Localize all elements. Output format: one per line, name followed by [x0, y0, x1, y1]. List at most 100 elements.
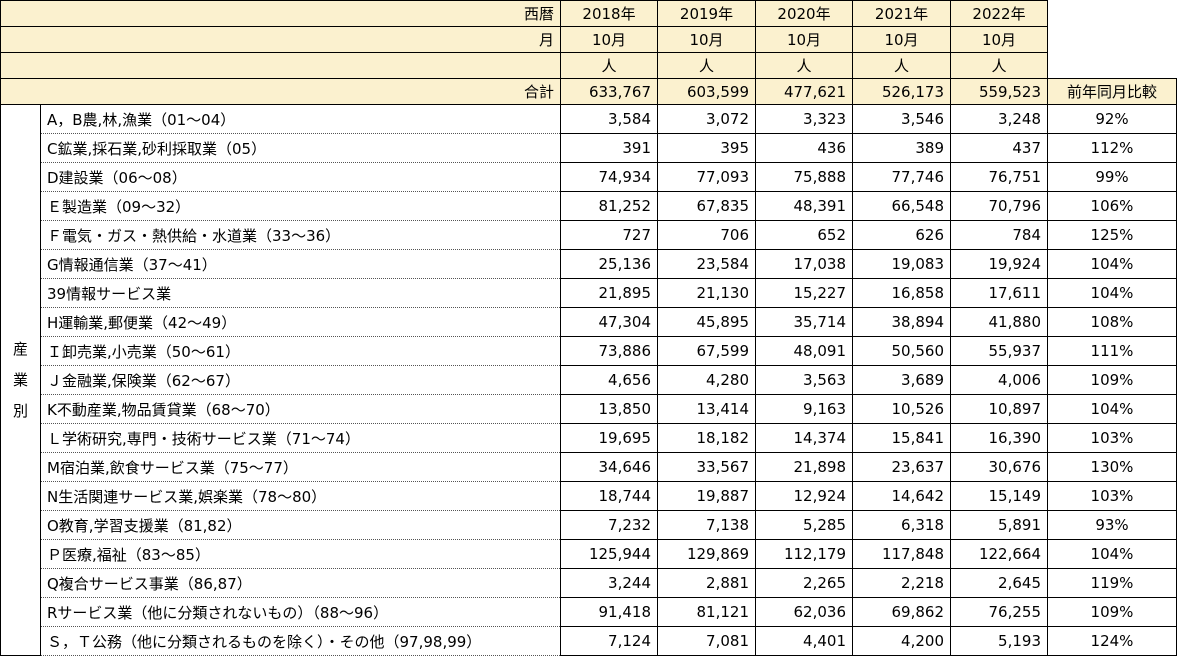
total-value: 603,599	[657, 78, 756, 105]
value-cell: 73,886	[560, 336, 658, 366]
value-cell: 437	[950, 133, 1048, 163]
value-cell: 2,265	[755, 568, 853, 598]
value-cell: 62,036	[755, 597, 853, 627]
value-cell: 47,304	[560, 307, 658, 337]
value-cell: 76,751	[950, 162, 1048, 192]
value-cell: 3,248	[950, 104, 1048, 134]
table-row: 産業別 A，B農,林,漁業（01～04） 3,584 3,072 3,323 3,546 3…	[0, 104, 1177, 656]
industry-name: A，B農,林,漁業（01～04）	[40, 104, 561, 134]
table-row: Ｅ製造業（09～32） 81,252 67,835 48,391 66,548 70,79…	[1, 191, 1177, 221]
value-cell: 19,924	[950, 249, 1048, 279]
value-cell: 50,560	[852, 336, 951, 366]
value-cell: 3,584	[560, 104, 658, 134]
yoy-cell: 99%	[1047, 162, 1177, 192]
value-cell: 122,664	[950, 539, 1048, 569]
yoy-cell: 92%	[1047, 104, 1177, 134]
table-row: D建設業（06～08） 74,934 77,093 75,888 77,746 76,75…	[1, 162, 1177, 192]
value-cell: 4,200	[852, 626, 951, 656]
value-cell: 45,895	[657, 307, 756, 337]
month-label: 月	[0, 26, 561, 53]
industry-name: G情報通信業（37～41）	[40, 249, 561, 279]
table-row: G情報通信業（37～41） 25,136 23,584 17,038 19,083 19,…	[1, 249, 1177, 279]
unit-header: 人	[950, 52, 1048, 79]
value-cell: 30,676	[950, 452, 1048, 482]
value-cell: 3,244	[560, 568, 658, 598]
header-row-year: 西暦 2018年 2019年 2020年 2021年 2022年	[0, 0, 1177, 27]
industry-name: Ｅ製造業（09～32）	[40, 191, 561, 221]
header-row-month: 月 10月 10月 10月 10月 10月	[0, 26, 1177, 53]
value-cell: 391	[560, 133, 658, 163]
value-cell: 17,611	[950, 278, 1048, 308]
year-header: 2021年	[852, 0, 951, 27]
value-cell: 3,563	[755, 365, 853, 395]
table-row: M宿泊業,飲食サービス業（75～77） 34,646 33,567 21,898 23,…	[1, 452, 1177, 482]
table-row: H運輸業,郵便業（42～49） 47,304 45,895 35,714 38,894 4…	[1, 307, 1177, 337]
value-cell: 4,401	[755, 626, 853, 656]
empty-cell	[1048, 27, 1177, 53]
value-cell: 33,567	[657, 452, 756, 482]
industry-name: C鉱業,採石業,砂利採取業（05）	[40, 133, 561, 163]
table-row: C鉱業,採石業,砂利採取業（05） 391 395 436 389 437 112%	[1, 133, 1177, 163]
industry-name: Ｌ学術研究,専門・技術サービス業（71～74）	[40, 423, 561, 453]
industry-name: Ｉ卸売業,小売業（50～61）	[40, 336, 561, 366]
table-row: Q複合サービス事業（86,87） 3,244 2,881 2,265 2,218 2,64…	[1, 568, 1177, 598]
yoy-cell: 130%	[1047, 452, 1177, 482]
industry-name: Ｐ医療,福祉（83～85）	[40, 539, 561, 569]
industry-name: Rサービス業（他に分類されないもの）（88～96）	[40, 597, 561, 627]
value-cell: 91,418	[560, 597, 658, 627]
value-cell: 14,642	[852, 481, 951, 511]
month-header: 10月	[950, 26, 1048, 53]
value-cell: 17,038	[755, 249, 853, 279]
value-cell: 15,149	[950, 481, 1048, 511]
value-cell: 2,881	[657, 568, 756, 598]
table-row: Ｊ金融業,保険業（62～67） 4,656 4,280 3,563 3,689 4,006…	[1, 365, 1177, 395]
value-cell: 9,163	[755, 394, 853, 424]
value-cell: 117,848	[852, 539, 951, 569]
value-cell: 18,744	[560, 481, 658, 511]
yoy-cell: 109%	[1047, 365, 1177, 395]
value-cell: 12,924	[755, 481, 853, 511]
value-cell: 125,944	[560, 539, 658, 569]
value-cell: 48,091	[755, 336, 853, 366]
table-row: Rサービス業（他に分類されないもの）（88～96） 91,418 81,121 62,…	[1, 597, 1177, 627]
value-cell: 81,121	[657, 597, 756, 627]
industry-name: H運輸業,郵便業（42～49）	[40, 307, 561, 337]
table-row: Ｉ卸売業,小売業（50～61） 73,886 67,599 48,091 50,560 5…	[1, 336, 1177, 366]
value-cell: 77,746	[852, 162, 951, 192]
value-cell: 13,414	[657, 394, 756, 424]
value-cell: 67,835	[657, 191, 756, 221]
yoy-cell: 103%	[1047, 481, 1177, 511]
empty-cell	[1048, 53, 1177, 79]
value-cell: 10,897	[950, 394, 1048, 424]
value-cell: 48,391	[755, 191, 853, 221]
total-value: 526,173	[852, 78, 951, 105]
industry-name: Ｓ，Ｔ公務（他に分類されるものを除く）・その他（97,98,99）	[40, 626, 561, 656]
value-cell: 19,695	[560, 423, 658, 453]
industry-name: K不動産業,物品賃貸業（68～70）	[40, 394, 561, 424]
table-row: Ｌ学術研究,専門・技術サービス業（71～74） 19,695 18,182 14,37…	[1, 423, 1177, 453]
yoy-cell: 104%	[1047, 539, 1177, 569]
value-cell: 7,081	[657, 626, 756, 656]
industry-name: Ｆ電気・ガス・熱供給・水道業（33～36）	[40, 220, 561, 250]
value-cell: 21,895	[560, 278, 658, 308]
value-cell: 5,891	[950, 510, 1048, 540]
value-cell: 626	[852, 220, 951, 250]
yoy-cell: 108%	[1047, 307, 1177, 337]
value-cell: 706	[657, 220, 756, 250]
value-cell: 7,232	[560, 510, 658, 540]
value-cell: 14,374	[755, 423, 853, 453]
year-header: 2018年	[560, 0, 658, 27]
industry-name: M宿泊業,飲食サービス業（75～77）	[40, 452, 561, 482]
value-cell: 69,862	[852, 597, 951, 627]
value-cell: 21,898	[755, 452, 853, 482]
value-cell: 66,548	[852, 191, 951, 221]
industry-name: Q複合サービス事業（86,87）	[40, 568, 561, 598]
yoy-cell: 104%	[1047, 249, 1177, 279]
yoy-cell: 111%	[1047, 336, 1177, 366]
value-cell: 4,280	[657, 365, 756, 395]
value-cell: 21,130	[657, 278, 756, 308]
value-cell: 727	[560, 220, 658, 250]
yoy-cell: 93%	[1047, 510, 1177, 540]
value-cell: 784	[950, 220, 1048, 250]
value-cell: 38,894	[852, 307, 951, 337]
